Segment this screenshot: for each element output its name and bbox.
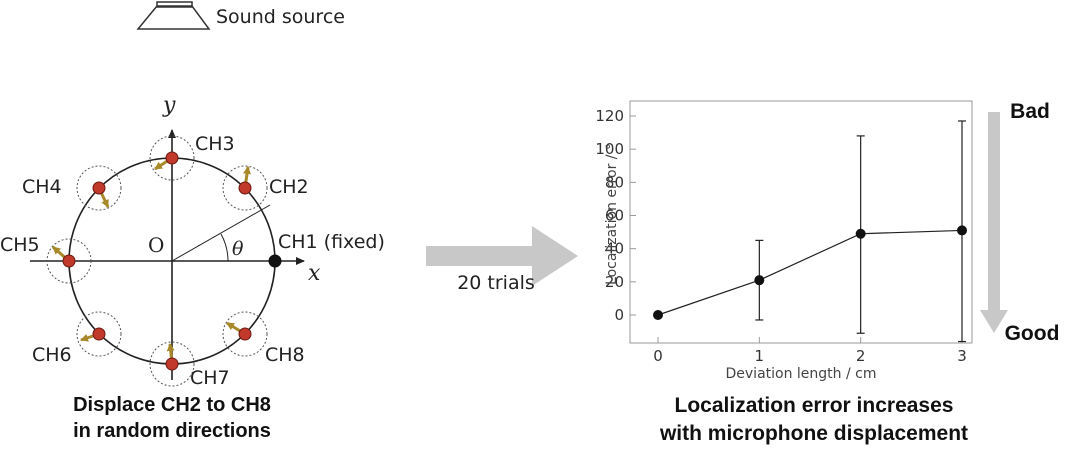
scale-indicator: [980, 112, 1008, 333]
y-axis-title: Localization error / °: [604, 143, 620, 285]
trials-label: 20 trials: [457, 272, 535, 294]
channel-label-ch3: CH3: [195, 133, 235, 155]
y-tick-label: 40: [605, 240, 624, 258]
data-point: [957, 225, 967, 236]
mic-ch4: [92, 181, 106, 195]
array-caption-line2: in random directions: [73, 420, 271, 442]
error-chart: 0 20 40 60 80 100 120 0 1 2 3 Deviation length / …: [595, 100, 973, 382]
channel-label-ch1: CH1 (fixed): [278, 231, 385, 253]
y-axis-label: y: [162, 93, 176, 118]
channel-label-ch4: CH4: [22, 176, 62, 198]
array-diagram: y x O θ CH1 (fixed) CH2 CH3 CH4 CH5 CH6 …: [0, 93, 385, 442]
channel-label-ch8: CH8: [265, 344, 305, 366]
data-point: [855, 228, 866, 239]
channel-label-ch5: CH5: [0, 234, 40, 256]
chart-frame: [629, 100, 973, 344]
displacement-circle: [76, 165, 122, 211]
x-tick-label: 3: [957, 347, 967, 365]
series-line: [657, 229, 963, 316]
data-point: [754, 275, 765, 286]
sound-source-label: Sound source: [216, 6, 345, 28]
y-ticks: 0 20 40 60 80 100 120: [595, 107, 636, 324]
y-tick-label: 120: [595, 107, 624, 125]
down-arrow-icon: [980, 310, 1008, 333]
scale-bar: [988, 112, 1000, 312]
displacement-circle: [149, 341, 195, 387]
x-axis-label: x: [308, 261, 321, 286]
displacement-circle: [46, 238, 92, 284]
data-points: [653, 225, 967, 320]
y-tick-label: 0: [614, 306, 624, 324]
y-tick-label: 60: [605, 207, 624, 225]
x-tick-label: 2: [856, 347, 866, 365]
x-ticks: 0 1 2 3: [653, 337, 967, 365]
scale-bottom-label: Good: [1005, 322, 1060, 345]
displacement-circle: [222, 311, 268, 357]
array-caption-line1: Displace CH2 to CH8: [73, 394, 271, 416]
x-tick-label: 0: [653, 347, 663, 365]
displacement-circle: [149, 135, 195, 181]
mic-ch1: [268, 254, 282, 268]
mic-ch7: [165, 357, 179, 371]
origin-label: O: [148, 233, 164, 257]
mic-ch2: [238, 181, 252, 195]
mic-ch8: [238, 327, 252, 341]
angle-ray: [171, 204, 271, 262]
displacement-circle: [76, 311, 122, 357]
mic-ch6: [92, 327, 106, 341]
transition-arrow: [426, 226, 578, 286]
sound-source-icon: [136, 1, 211, 30]
chart-caption-line1: Localization error increases: [675, 394, 954, 417]
x-tick-label: 1: [755, 347, 765, 365]
mic-ch3: [165, 151, 179, 165]
chart-caption-line2: with microphone displacement: [659, 422, 968, 445]
right-arrow-icon: [426, 226, 578, 286]
mic-ch5: [62, 254, 76, 268]
displacement-circle: [222, 165, 268, 211]
y-tick-label: 80: [605, 173, 624, 191]
x-axis-title: Deviation length / cm: [726, 366, 877, 382]
scale-top-label: Bad: [1010, 100, 1050, 123]
y-tick-label: 100: [595, 140, 624, 158]
channel-label-ch2: CH2: [269, 176, 309, 198]
channel-label-ch6: CH6: [32, 344, 72, 366]
angle-arc: [220, 233, 229, 262]
y-tick-label: 20: [605, 273, 624, 291]
data-point: [653, 310, 663, 320]
angle-label: θ: [232, 238, 244, 260]
channel-label-ch7: CH7: [190, 367, 230, 389]
